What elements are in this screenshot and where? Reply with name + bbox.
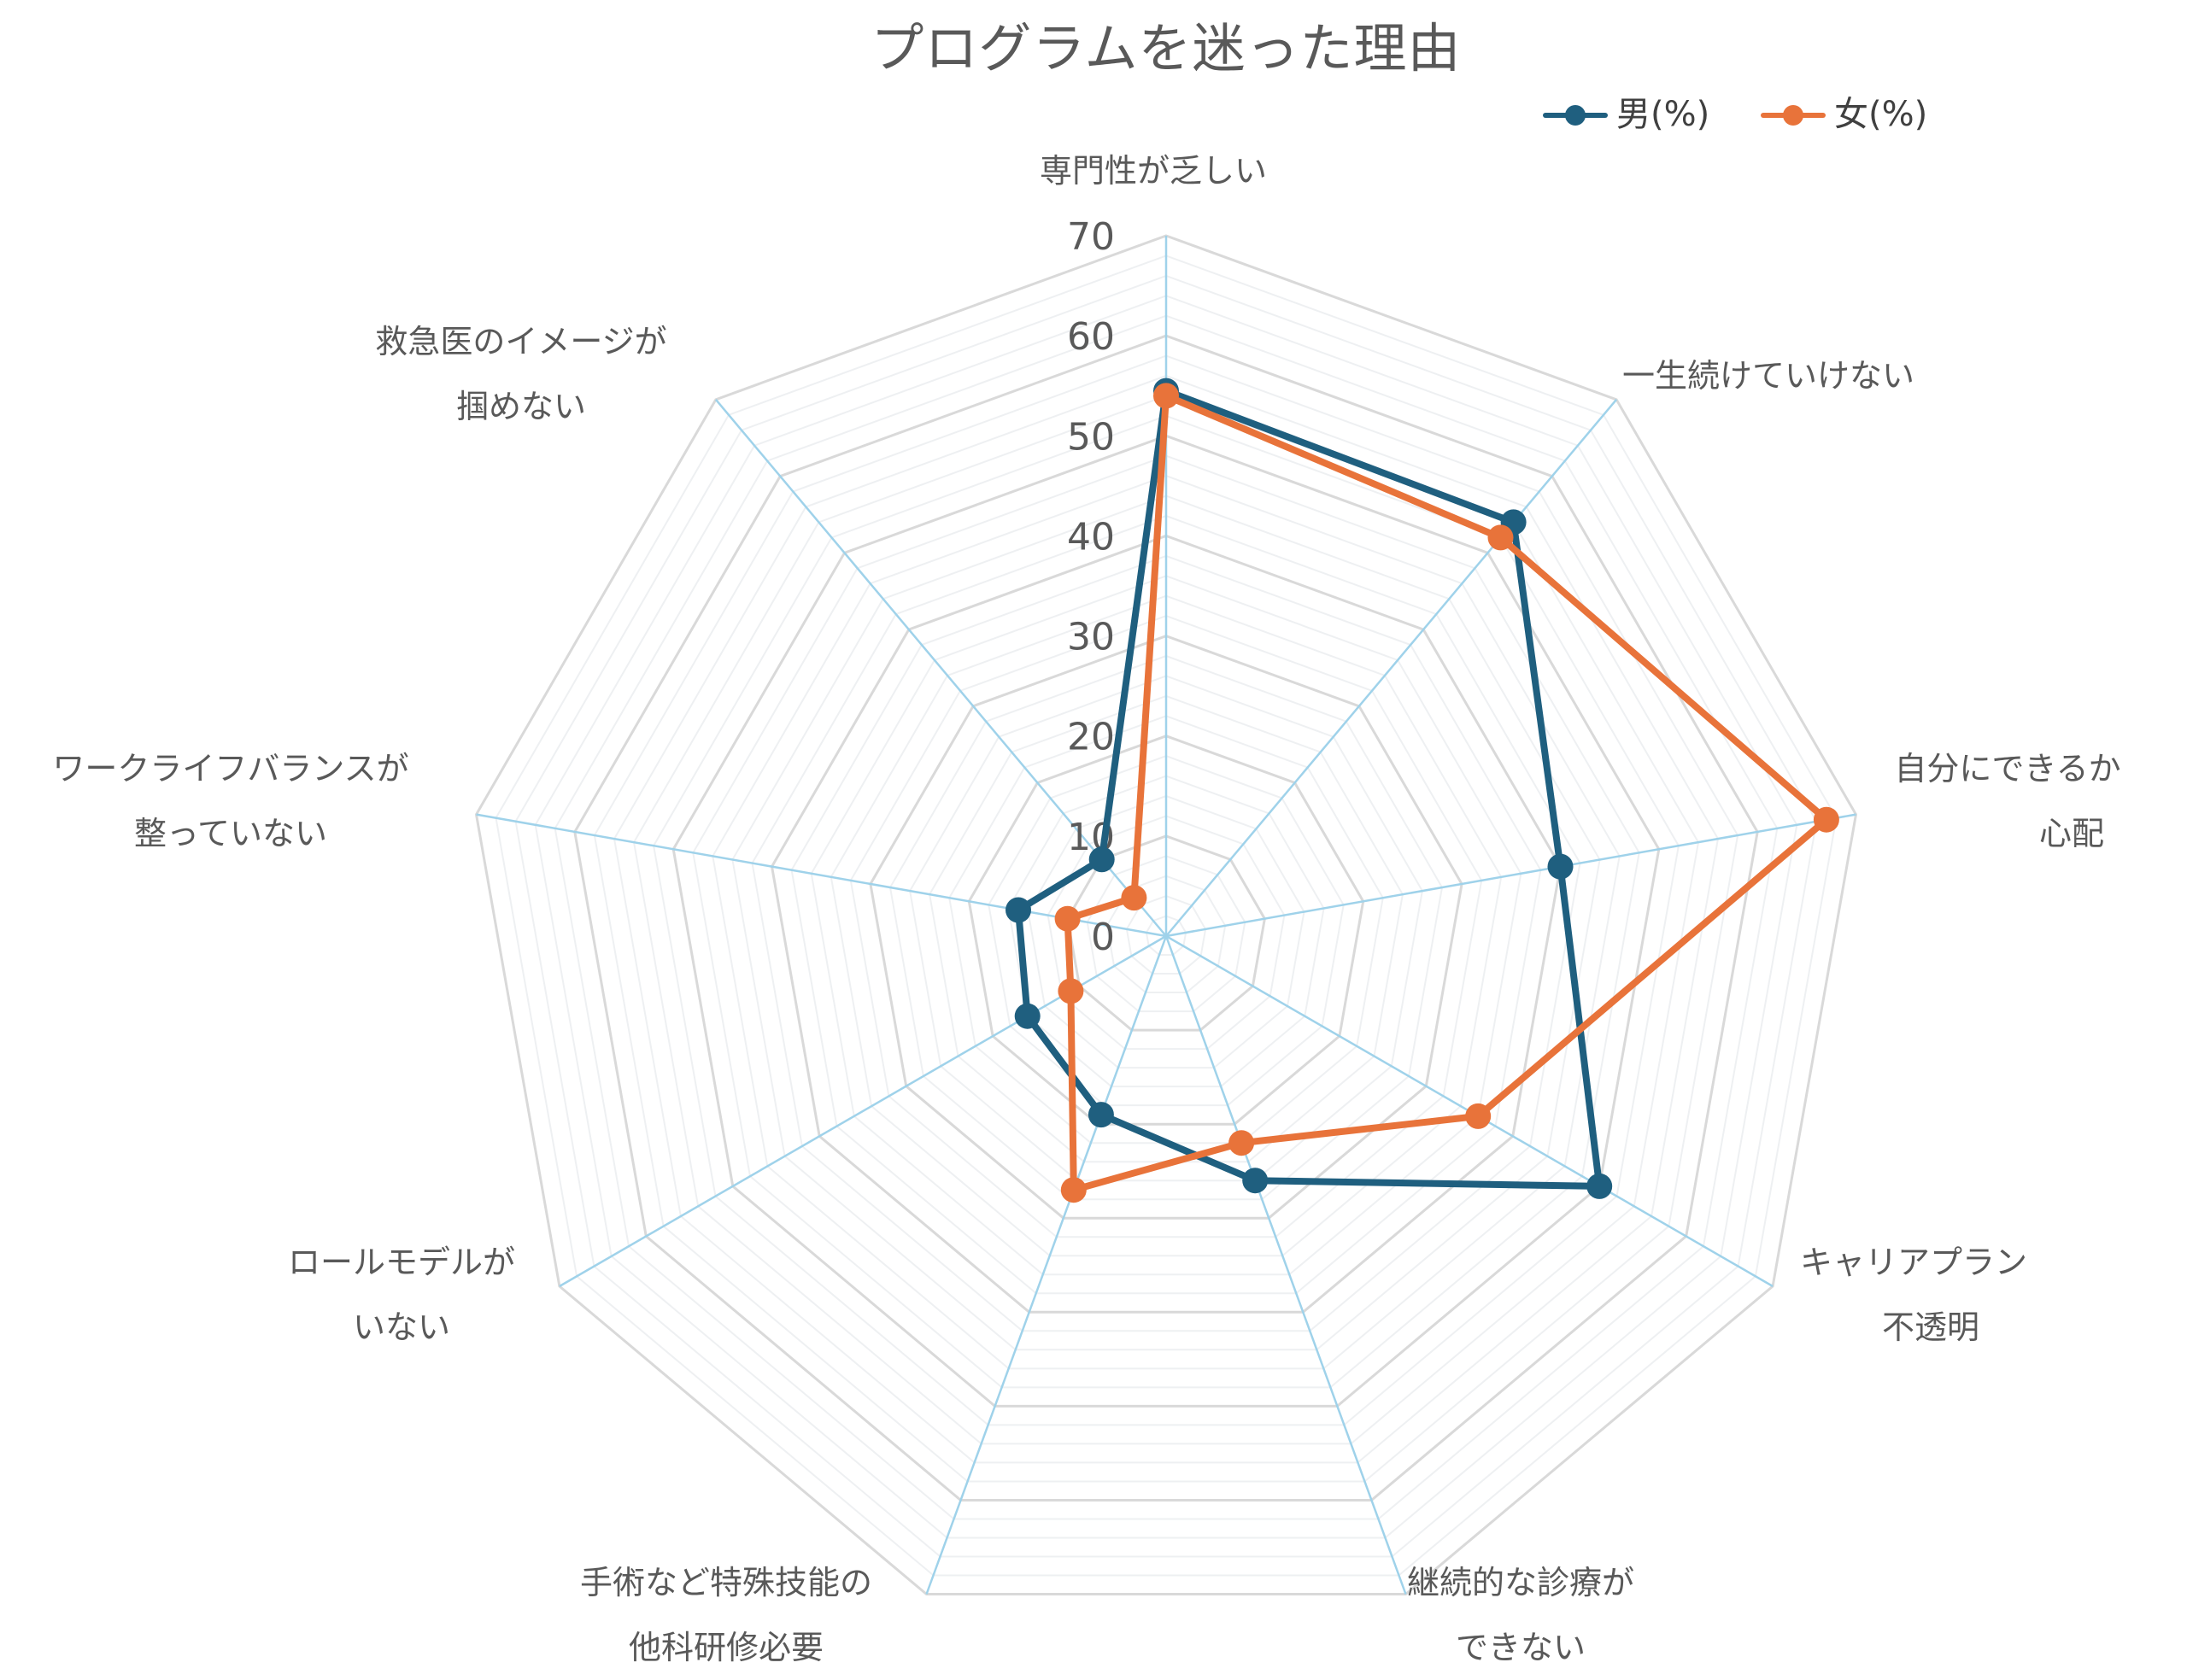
data-point (1054, 905, 1081, 932)
data-point (1228, 1130, 1255, 1156)
data-point (1813, 806, 1839, 833)
category-label-line: できない (1455, 1629, 1586, 1666)
grid-ring-minor (1125, 895, 1207, 975)
legend-label-male: 男(%) (1616, 95, 1710, 134)
grid-ring-minor (514, 274, 1818, 1558)
grid-ring-minor (1086, 855, 1246, 1013)
category-label-line: ロールモデルが (287, 1244, 515, 1281)
category-label-line: 他科研修必要 (628, 1629, 824, 1666)
grid-ring-minor (1145, 915, 1187, 956)
grid-ring-minor (1105, 875, 1227, 993)
grid-ring-minor (1027, 794, 1305, 1069)
grid-ring-major (573, 334, 1759, 1501)
series-line (1064, 392, 1830, 1194)
tick-label: 70 (1067, 215, 1115, 259)
axis-spoke (476, 813, 1167, 938)
grid-ring-minor (692, 454, 1640, 1389)
axis-spoke (925, 935, 1168, 1595)
grid-ring-major (770, 534, 1563, 1314)
category-label-line: キャリアプラン (1799, 1244, 2027, 1281)
grid-ring-minor (988, 755, 1345, 1107)
grid-ring-minor (495, 255, 1838, 1577)
data-point (1153, 383, 1179, 409)
grid-ring-minor (909, 675, 1423, 1182)
grid-ring-major (1066, 834, 1266, 1032)
category-label-line: ワークライフバランスが (52, 750, 409, 787)
data-point (1586, 1173, 1613, 1199)
category-label-em-image: 救急医のイメージが 掴めない (342, 309, 701, 439)
data-point (1487, 524, 1514, 551)
legend-label-female: 女(%) (1834, 95, 1928, 134)
category-label-line: 一生続けていけない (1621, 357, 1914, 395)
tick-label: 0 (1091, 916, 1115, 959)
category-label-line: 自分にできるか (1894, 750, 2121, 787)
tick-label: 20 (1067, 716, 1115, 759)
data-point (1242, 1168, 1269, 1194)
grid-ring-minor (1007, 775, 1325, 1088)
category-label-expertise: 専門性が乏しい (1017, 138, 1290, 203)
grid-ring-minor (593, 354, 1739, 1483)
data-point (1060, 1177, 1087, 1203)
category-label-line: 掴めない (455, 388, 586, 425)
grid-ring-minor (830, 594, 1503, 1257)
data-point (1088, 1102, 1114, 1128)
category-label-line: 専門性が乏しい (1039, 152, 1267, 190)
grid-ring-minor (534, 295, 1798, 1539)
tick-label: 60 (1067, 315, 1115, 359)
category-label-self-confidence: 自分にできるか 心配 (1862, 736, 2153, 866)
data-point (1088, 846, 1115, 873)
chart-title: プログラムを迷った理由 (871, 17, 1462, 79)
tick-label: 40 (1067, 515, 1115, 559)
data-point (1465, 1103, 1492, 1129)
grid-ring-minor (790, 554, 1542, 1295)
series-layer (1006, 378, 1839, 1203)
category-label-work-life-balance: ワークライフバランスが 整っていない (26, 736, 436, 866)
grid-ring-minor (653, 414, 1680, 1426)
category-label-line: 救急医のイメージが (375, 323, 667, 360)
category-label-lifelong-career: 一生続けていけない (1606, 343, 1931, 408)
grid-ring-major (967, 735, 1365, 1126)
category-label-line: 心配 (2038, 815, 2104, 852)
category-label-line: 整っていない (133, 815, 328, 852)
grid-ring-major (671, 434, 1661, 1408)
radar-grid (474, 234, 1858, 1595)
category-label-line: 継続的な診療が (1406, 1564, 1634, 1601)
tick-label: 30 (1067, 616, 1115, 659)
data-point (1121, 885, 1147, 911)
axis-spoke (714, 398, 1167, 937)
grid-ring-minor (751, 514, 1581, 1332)
grid-ring-minor (810, 575, 1522, 1276)
category-label-line: いない (352, 1308, 450, 1346)
series-female (1054, 383, 1839, 1203)
grid-ring-minor (632, 395, 1700, 1445)
axis-spoke (1164, 935, 1407, 1595)
tick-label: 50 (1067, 415, 1115, 459)
axis-spoke (1165, 398, 1618, 937)
category-label-special-skills: 手術など特殊技能の 他科研修必要 (547, 1550, 906, 1680)
data-point (1547, 853, 1574, 880)
axis-spoke (1165, 813, 1856, 938)
category-label-role-model: ロールモデルが いない (256, 1230, 547, 1360)
grid-ring-major (869, 635, 1463, 1220)
data-point (1058, 978, 1084, 1004)
category-label-line: 不透明 (1881, 1308, 1979, 1346)
category-label-career-plan: キャリアプラン 不透明 (1777, 1230, 2050, 1360)
series-line (1015, 387, 1604, 1190)
grid-ring-major (474, 234, 1858, 1595)
grid-ring-minor (554, 314, 1779, 1520)
category-label-line: 手術など特殊技能の (579, 1564, 872, 1601)
grid-ring-minor (849, 615, 1483, 1238)
legend-marker-female (1783, 105, 1803, 126)
grid-ring-minor (731, 495, 1601, 1351)
category-label-continuous-care: 継続的な診療が できない (1384, 1550, 1657, 1680)
data-point (1014, 1003, 1041, 1029)
data-point (1006, 897, 1031, 923)
legend-marker-male (1565, 105, 1586, 126)
grid-ring-minor (888, 654, 1444, 1201)
grid-ring-minor (613, 374, 1720, 1464)
